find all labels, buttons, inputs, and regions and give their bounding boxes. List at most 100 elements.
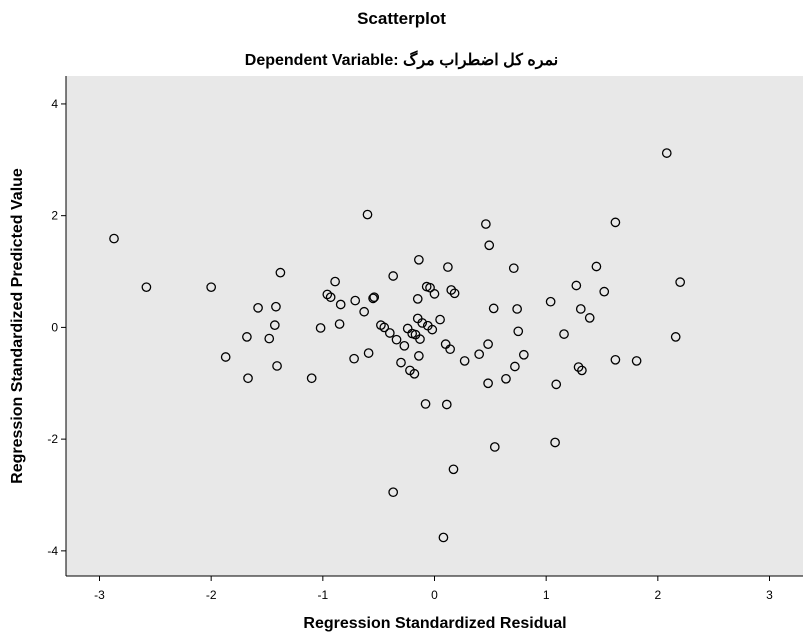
data-point <box>573 362 584 372</box>
data-point <box>481 219 491 229</box>
data-point <box>508 263 519 274</box>
data-point <box>448 464 459 475</box>
data-point <box>445 344 455 355</box>
data-point <box>396 357 406 368</box>
data-point <box>512 304 522 314</box>
data-point <box>488 303 499 314</box>
data-point <box>414 254 424 265</box>
data-point <box>363 348 374 358</box>
data-point <box>610 217 621 228</box>
data-point <box>459 356 470 366</box>
data-point <box>275 267 286 278</box>
data-point <box>484 240 495 251</box>
data-point <box>489 442 500 452</box>
subtitle-prefix: Dependent Variable: <box>244 52 404 69</box>
data-point <box>670 332 681 342</box>
data-point <box>388 271 399 281</box>
data-point <box>483 339 493 350</box>
subtitle-variable: نمره کل اضطراب مرگ <box>403 52 559 69</box>
data-point <box>368 293 378 304</box>
data-point <box>350 295 361 306</box>
data-point <box>379 322 390 333</box>
data-point <box>513 326 524 337</box>
data-point <box>435 314 445 325</box>
data-point <box>322 289 333 300</box>
data-point <box>551 379 562 390</box>
data-point <box>425 282 435 293</box>
data-point <box>443 262 453 272</box>
chart-subtitle: Dependent Variable: نمره کل اضطراب مرگ <box>0 50 803 70</box>
y-tick-label: -2 <box>47 432 58 446</box>
data-point <box>474 349 485 360</box>
y-tick-label: 2 <box>51 209 58 223</box>
data-point <box>272 361 282 371</box>
data-point <box>429 289 440 299</box>
data-point <box>388 487 399 498</box>
data-point <box>391 334 402 345</box>
data-point <box>438 532 449 543</box>
data-point <box>349 353 359 364</box>
data-point <box>599 286 610 297</box>
data-point <box>446 285 457 295</box>
data-point <box>631 356 642 366</box>
y-tick-label: -4 <box>47 544 58 558</box>
x-tick-label: -3 <box>94 588 105 602</box>
data-point <box>449 288 460 299</box>
y-axis-label: Regression Standardized Predicted Value <box>9 168 26 484</box>
data-point <box>253 302 263 313</box>
y-tick-label: 4 <box>51 97 58 111</box>
data-point <box>577 365 587 376</box>
data-point <box>510 361 520 372</box>
data-point <box>384 328 395 338</box>
data-point <box>359 306 369 317</box>
data-point <box>271 301 281 312</box>
data-point <box>584 313 595 323</box>
data-point <box>559 329 569 339</box>
data-point <box>545 296 556 307</box>
data-point <box>141 282 152 293</box>
data-point <box>483 378 493 389</box>
data-point <box>325 292 336 303</box>
data-point <box>315 323 326 333</box>
x-tick-label: -1 <box>317 588 328 602</box>
data-point <box>220 352 231 362</box>
data-point <box>409 368 420 379</box>
x-tick-label: 1 <box>543 588 550 602</box>
data-point <box>414 351 424 361</box>
x-ticks: -3 -2 -1 0 1 2 3 <box>94 576 773 602</box>
data-point <box>427 324 438 335</box>
x-tick-label: 2 <box>654 588 661 602</box>
x-axis-label: Regression Standardized Residual <box>303 615 566 632</box>
data-points <box>109 148 686 543</box>
x-tick-label: -2 <box>206 588 217 602</box>
data-point <box>269 320 280 331</box>
data-point <box>369 292 380 303</box>
x-tick-label: 0 <box>431 588 438 602</box>
data-point <box>675 277 686 287</box>
data-point <box>330 276 340 287</box>
data-point <box>575 304 586 314</box>
data-point <box>420 399 431 409</box>
data-point <box>661 148 672 158</box>
data-point <box>415 334 425 344</box>
data-point <box>109 233 119 244</box>
data-point <box>417 318 428 328</box>
data-point <box>306 373 317 384</box>
data-point <box>335 299 346 310</box>
data-point <box>362 209 373 220</box>
y-ticks: -4 -2 0 2 4 <box>47 97 66 558</box>
data-point <box>550 437 560 448</box>
data-point <box>264 333 275 344</box>
data-point <box>571 280 582 291</box>
data-point <box>501 373 511 384</box>
x-tick-label: 3 <box>766 588 773 602</box>
chart-title: Scatterplot <box>357 9 446 28</box>
data-point <box>441 399 452 410</box>
y-tick-label: 0 <box>51 320 58 334</box>
data-point <box>518 349 529 360</box>
data-point <box>591 261 602 272</box>
data-point <box>399 340 410 351</box>
data-point <box>206 282 217 293</box>
data-point <box>334 319 345 329</box>
